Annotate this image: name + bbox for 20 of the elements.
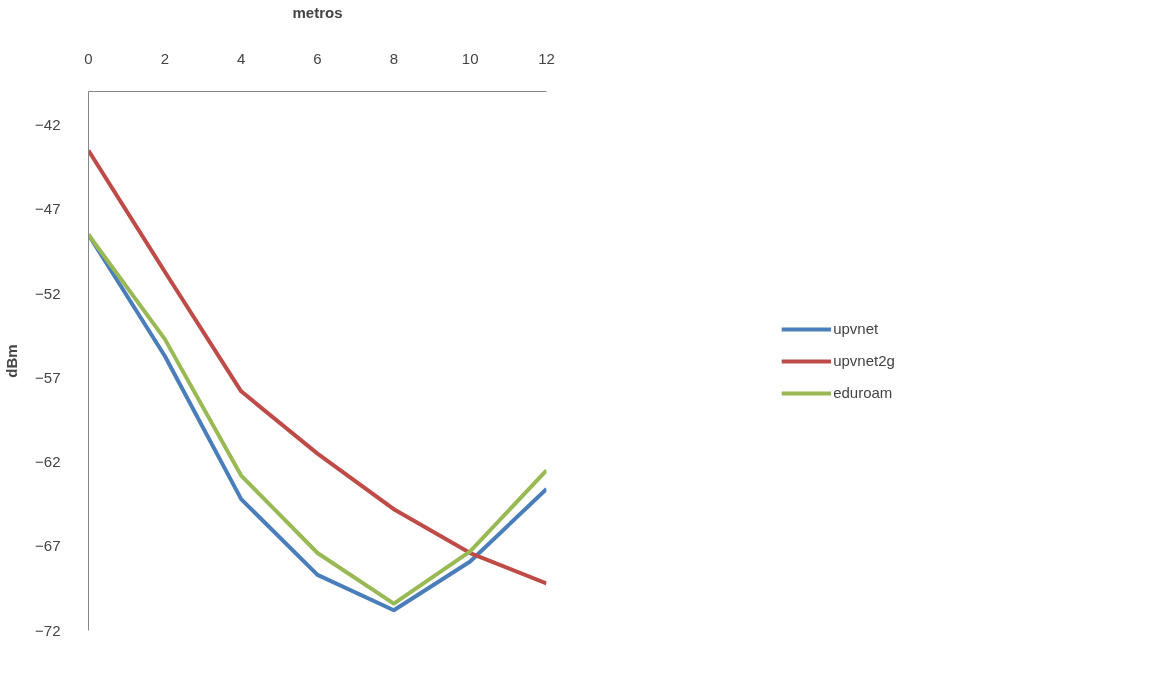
x-tick-label: 2 [160,49,170,67]
x-tick-label: 4 [237,49,246,67]
y-tick-label: −52 [35,284,61,302]
legend-label: eduroam [833,384,893,401]
x-tick-label: 6 [313,49,322,67]
y-tick-label: −47 [35,200,61,218]
y-tick-label: −67 [35,537,61,555]
x-axis-title: metros [292,3,343,21]
x-tick-label: 8 [389,49,399,67]
x-tick-label: 10 [461,49,479,67]
legend-label: upvnet2g [833,352,895,369]
x-tick-label: 12 [538,49,555,67]
line-series [88,148,547,586]
legend-label: upvnet [833,320,879,337]
y-tick-label: −42 [35,116,61,134]
x-tick-label: 0 [84,49,93,67]
y-tick-label: −57 [35,368,61,386]
y-axis-title: dBm [3,344,21,378]
y-tick-label: −62 [35,453,61,471]
y-tick-label: −72 [35,621,61,639]
